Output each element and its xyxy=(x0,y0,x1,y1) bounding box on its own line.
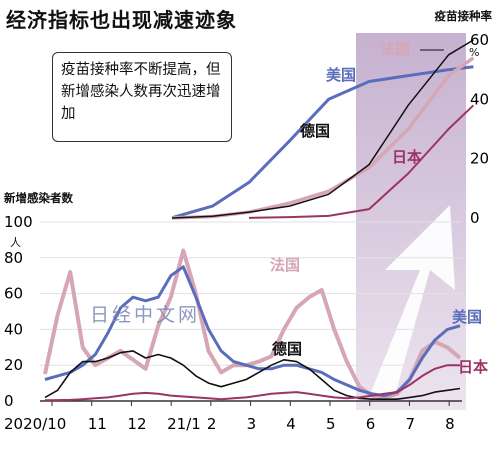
new-cases-title: 新增感染者数 xyxy=(4,191,73,205)
x-tick-label: 6 xyxy=(366,415,376,433)
cases-label-france: 法国 xyxy=(270,256,300,274)
x-tick-label: 4 xyxy=(286,415,296,433)
cases-y-tick: 20 xyxy=(4,356,23,374)
chart-title: 经济指标也出现减速迹象 xyxy=(6,8,237,32)
cases-y-tick: 60 xyxy=(4,285,23,303)
vaccination-rate-title: 疫苗接种率 xyxy=(434,9,493,23)
vaccination-label-germany: 德国 xyxy=(300,122,330,140)
vaccination-y-tick: 20 xyxy=(470,150,489,168)
watermark: 日经中文网 xyxy=(90,304,201,326)
cases-label-japan: 日本 xyxy=(458,358,488,376)
cases-line-japan xyxy=(44,364,460,402)
x-tick-label: 3 xyxy=(247,415,257,433)
vaccination-y-tick: 40 xyxy=(470,90,489,108)
rising-arrow-icon xyxy=(370,205,455,395)
x-tick-label: 8 xyxy=(445,415,455,433)
vaccination-unit: % xyxy=(469,46,480,59)
x-tick-label: 11 xyxy=(88,415,107,433)
x-tick-label: 7 xyxy=(405,415,415,433)
vaccination-label-france: 法国 xyxy=(380,40,410,58)
vaccination-line-germany xyxy=(171,39,474,219)
vaccination-line-japan xyxy=(248,104,475,219)
x-tick-label: 12 xyxy=(127,415,146,433)
vaccination-label-usa: 美国 xyxy=(326,66,356,84)
cases-line-france xyxy=(43,248,462,400)
vaccination-y-tick: 0 xyxy=(470,209,480,227)
x-tick-label: 5 xyxy=(326,415,336,433)
vaccination-label-japan: 日本 xyxy=(392,148,422,166)
vaccination-y-tick: 60 xyxy=(470,31,489,49)
cases-label-germany: 德国 xyxy=(272,340,302,358)
annotation-note: 疫苗接种率不断提高，但新增感染人数再次迅速增加 xyxy=(52,52,232,142)
cases-y-tick: 100 xyxy=(4,213,33,231)
x-tick-label: 21/1 xyxy=(167,415,201,433)
cases-line-germany xyxy=(44,350,461,401)
cases-unit: 人 xyxy=(10,236,21,249)
cases-y-tick: 40 xyxy=(4,320,23,338)
cases-label-usa: 美国 xyxy=(452,308,482,326)
x-tick-label: 2 xyxy=(207,415,217,433)
x-tick-label: 2020/10 xyxy=(4,415,66,433)
cases-y-tick: 0 xyxy=(4,392,14,410)
cases-y-tick: 80 xyxy=(4,249,23,267)
